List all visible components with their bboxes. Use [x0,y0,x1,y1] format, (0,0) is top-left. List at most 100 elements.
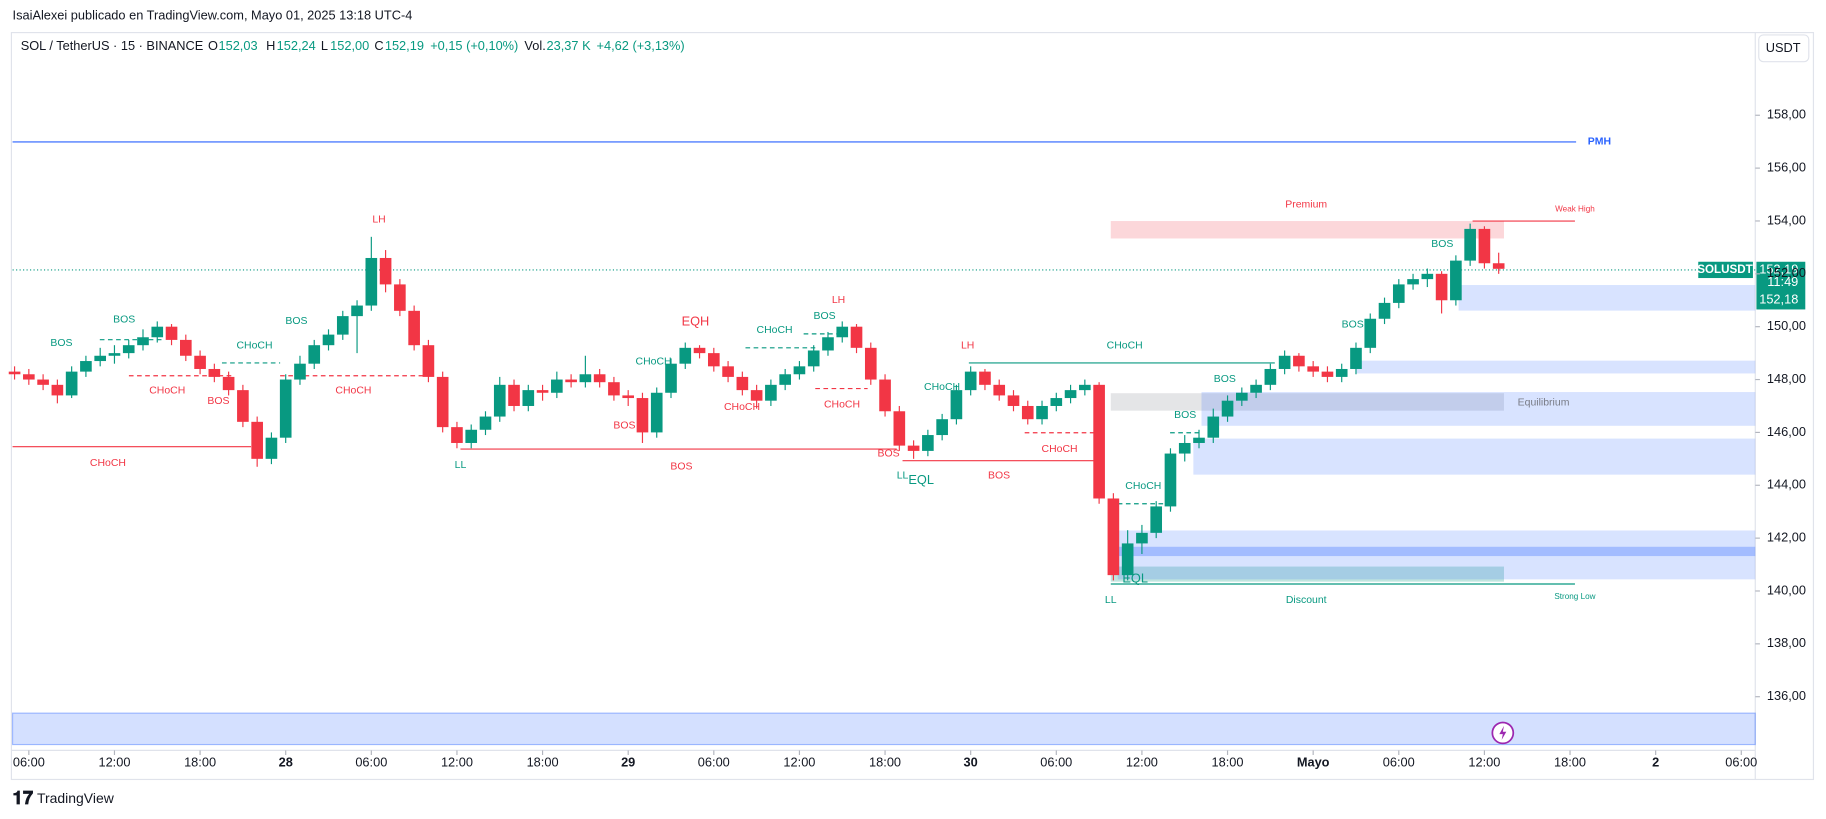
candle-body [793,366,806,375]
candle-body [351,305,363,317]
annotation: CHoCH [824,400,860,411]
x-tick-label: 18:00 [184,755,216,770]
candle-body [1121,543,1134,576]
candle-body [108,353,121,356]
candle-body [122,345,135,354]
candle-body [436,376,449,428]
x-tick-label: 06:00 [13,755,45,770]
h-label: H [266,38,275,53]
annotation: BOS [1342,319,1364,330]
annotation: LH [372,215,385,226]
annotation: CHoCH [724,402,760,413]
x-tick-label: 28 [279,755,293,770]
y-tick-label: 138,00 [1767,635,1806,650]
annotation: LH [961,340,974,351]
candle-body [750,390,763,401]
y-tick-label: 158,00 [1767,107,1806,122]
candle-body [408,310,420,346]
annotation: BOS [1214,374,1236,385]
candle-body [722,366,734,377]
candle-body [422,345,435,377]
x-tick-label: 06:00 [1725,755,1757,770]
annotation: CHoCH [149,386,185,397]
candle-body [1435,273,1448,301]
logo: TradingView [37,790,115,806]
annotation: LL [455,460,467,471]
x-tick-label: 06:00 [1383,755,1415,770]
annotation: CHoCH [1042,444,1078,455]
x-tick-label: 12:00 [98,755,130,770]
candle-body [51,384,64,396]
order-block [1117,530,1756,580]
candle-body [964,371,977,391]
candle-body [1492,263,1505,269]
o-label: O [208,38,218,53]
candle-body [294,363,306,380]
annotation: LL [897,471,909,482]
y-tick-label: 154,00 [1767,212,1806,227]
candle-body [80,361,92,372]
order-block [1201,392,1756,426]
candle-body [950,390,963,420]
candle-body [194,355,206,369]
order-block [1193,438,1756,475]
candle-body [37,379,49,385]
alert-bolt [1499,725,1507,740]
candle-body [864,347,877,380]
zones [11,221,1756,746]
candle-body [23,374,35,380]
candle-body [1378,302,1391,319]
x-tick-label: 30 [964,755,978,770]
candle-body [836,326,849,338]
candle-body [1236,392,1248,401]
currency-button[interactable] [1758,34,1810,63]
candle-body [779,374,791,385]
order-block [1458,285,1756,311]
annotation: BOS [814,311,836,322]
candle-body [693,347,706,354]
candle-body [1307,366,1319,372]
candle-body [493,384,506,417]
candle-body [94,355,107,362]
candle-body [451,427,463,443]
currency[interactable]: USDT [1766,40,1801,55]
annotation: BOS [670,461,692,472]
candle-body [893,411,906,446]
x-tick-label: 06:00 [698,755,730,770]
candle-body [222,376,235,391]
candle-body [1464,228,1476,261]
y-tick-label: 140,00 [1767,582,1806,597]
candle-body [336,316,349,335]
annotation: BOS [207,396,229,407]
logo-mark: 𝟏𝟕 [13,787,34,808]
candle-body [137,337,149,346]
candle-body [251,421,263,459]
candle-body [365,257,378,306]
annotation: CHoCH [1107,340,1143,351]
candle-body [1478,228,1491,264]
candle-body [308,345,321,364]
candle-body [322,334,335,346]
x-tick-label: Mayo [1297,755,1330,770]
order-block [1356,360,1756,374]
x-tick-label: 2 [1652,755,1659,770]
annotation: BOS [613,421,635,432]
candle-body [1107,498,1120,576]
candle-body [1207,416,1220,438]
annotation: EQL [1122,571,1148,586]
candle-body [593,374,606,383]
candle-body [165,326,178,340]
candle-body [1007,395,1020,406]
annotation: CHoCH [1125,481,1161,492]
candle-body [1150,506,1163,533]
candle-body [508,384,520,406]
candle-body [650,392,663,433]
symbol: SOL / TetherUS · 15 · BINANCE [21,38,204,53]
frame [10,31,1815,781]
vol-change: +4,62 (+3,13%) [597,38,685,53]
candle-body [1221,400,1234,417]
candle-body [1392,284,1405,303]
candle-body [1036,405,1048,420]
